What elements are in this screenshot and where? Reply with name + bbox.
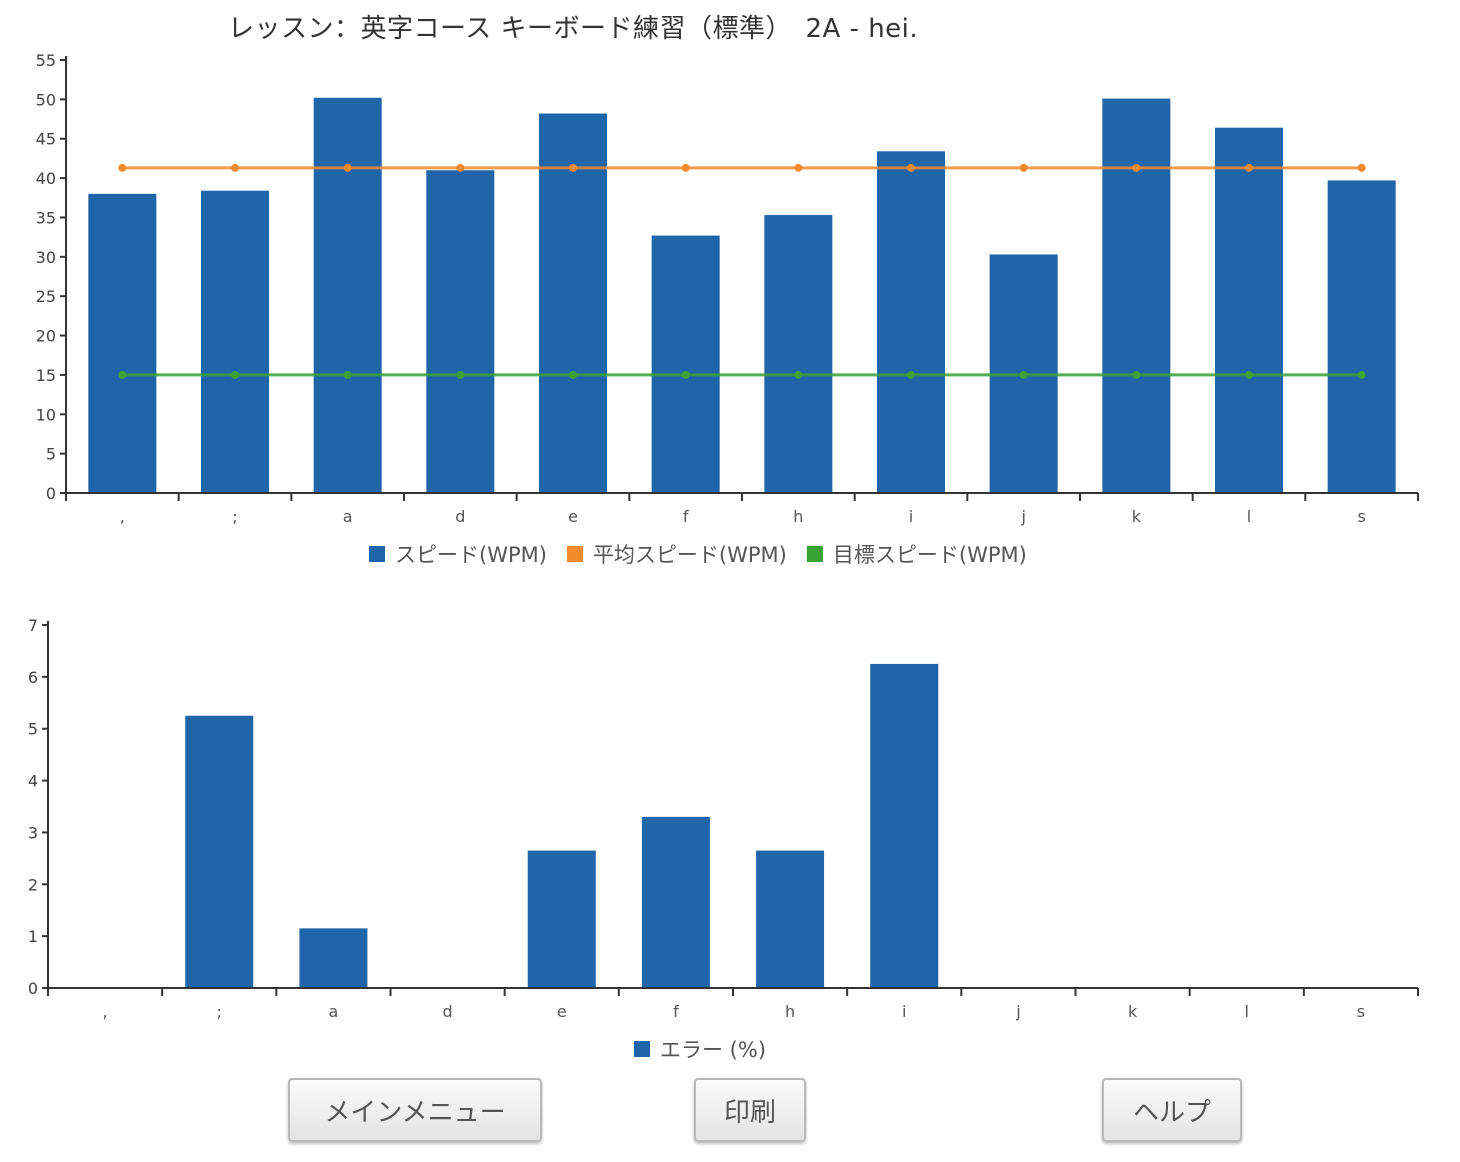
point-2-h — [794, 370, 803, 379]
x-tick-label: i — [909, 507, 913, 526]
y-tick-label: 25 — [36, 287, 56, 306]
y-tick-label: 10 — [36, 405, 56, 424]
x-tick-label: d — [455, 507, 465, 526]
x-tick-label: f — [673, 1002, 679, 1021]
legend-swatch-2 — [806, 546, 823, 562]
x-tick-label: j — [1020, 507, 1025, 526]
bar-e — [527, 850, 596, 988]
bar-s — [1327, 180, 1396, 493]
x-tick-label: l — [1245, 1002, 1249, 1021]
point-1-, — [118, 163, 127, 172]
x-tick-label: s — [1357, 507, 1365, 526]
point-2-e — [569, 370, 577, 379]
point-1-e — [569, 163, 577, 172]
legend-label-1: 平均スピード(WPM) — [593, 543, 787, 567]
print-button[interactable]: 印刷 — [694, 1078, 806, 1142]
y-tick-label: 0 — [46, 484, 56, 503]
y-tick-label: 6 — [28, 668, 38, 687]
x-tick-label: , — [103, 1002, 108, 1021]
x-tick-label: ; — [217, 1002, 222, 1021]
legend-swatch-1 — [566, 546, 583, 562]
x-tick-label: k — [1132, 507, 1142, 526]
y-tick-label: 5 — [46, 445, 56, 464]
legend-swatch-0 — [369, 546, 385, 562]
error-chart: 0 1 2 3 4 5 6 7,; a d e f h i j k l s エラー (%) — [28, 616, 1419, 1062]
point-2-k — [1132, 370, 1141, 379]
x-tick-label: s — [1357, 1002, 1365, 1021]
x-tick-label: a — [329, 1002, 339, 1021]
bar-i — [870, 663, 939, 988]
bar-f — [641, 816, 710, 988]
point-1-f — [681, 163, 690, 172]
chart-title: レッスン：英字コース キーボード練習（標準） 2A - hei. — [228, 14, 919, 44]
x-tick-label: d — [443, 1002, 453, 1021]
legend-label-0: エラー (%) — [660, 1038, 766, 1062]
bar-i — [877, 151, 945, 493]
bar-, — [88, 193, 157, 493]
y-tick-label: 30 — [36, 248, 56, 267]
point-2-l — [1245, 370, 1253, 379]
point-2-, — [118, 370, 127, 379]
y-tick-label: 7 — [28, 616, 38, 635]
y-tick-label: 50 — [36, 90, 56, 109]
help-button[interactable]: ヘルプ — [1102, 1078, 1242, 1142]
y-tick-label: 5 — [28, 720, 38, 739]
bar-h — [756, 850, 825, 988]
x-tick-label: j — [1015, 1002, 1020, 1021]
x-tick-label: l — [1247, 507, 1251, 526]
point-1-k — [1132, 163, 1141, 172]
point-2-a — [343, 370, 352, 379]
y-tick-label: 20 — [36, 327, 56, 346]
bar-e — [539, 113, 607, 493]
y-tick-label: 35 — [36, 208, 56, 227]
point-2-s — [1357, 370, 1366, 379]
x-tick-label: k — [1128, 1002, 1138, 1021]
y-tick-label: 15 — [36, 366, 56, 385]
x-tick-label: h — [793, 507, 803, 526]
x-tick-label: h — [785, 1002, 795, 1021]
point-1-l — [1245, 163, 1253, 172]
point-2-i — [907, 370, 915, 379]
main-menu-button[interactable]: メインメニュー — [288, 1078, 542, 1142]
point-1-h — [794, 163, 803, 172]
point-2-d — [456, 370, 465, 379]
bar-f — [651, 235, 720, 493]
point-1-j — [1019, 163, 1028, 172]
point-1-d — [456, 163, 465, 172]
point-2-j — [1019, 370, 1028, 379]
bar-h — [764, 215, 833, 494]
bar-d — [426, 170, 495, 493]
point-1-a — [343, 163, 352, 172]
x-tick-label: e — [557, 1002, 567, 1021]
legend-swatch-0 — [634, 1041, 650, 1057]
y-tick-label: 45 — [36, 130, 56, 149]
y-tick-label: 55 — [36, 51, 56, 70]
point-2-f — [681, 370, 690, 379]
bar-; — [185, 715, 254, 988]
legend-label-2: 目標スピード(WPM) — [833, 543, 1027, 567]
y-tick-label: 2 — [28, 875, 38, 894]
point-1-s — [1357, 163, 1366, 172]
x-tick-label: , — [120, 507, 125, 526]
bar-l — [1215, 127, 1283, 494]
x-tick-label: e — [568, 507, 578, 526]
speed-chart: 0 5 10 15 20 25 30 35 40 45 50 55,; a d e f h i j k l s スピード(W… — [36, 51, 1419, 567]
y-tick-label: 4 — [28, 772, 38, 791]
point-1-; — [231, 163, 239, 172]
y-tick-label: 40 — [36, 169, 56, 188]
y-tick-label: 1 — [28, 927, 38, 946]
point-1-i — [907, 163, 915, 172]
y-tick-label: 0 — [28, 979, 38, 998]
y-tick-label: 3 — [28, 823, 38, 842]
point-2-; — [231, 370, 239, 379]
x-tick-label: i — [902, 1002, 906, 1021]
bar-a — [299, 928, 368, 988]
x-tick-label: f — [683, 507, 689, 526]
legend-label-0: スピード(WPM) — [395, 543, 547, 567]
bar-a — [313, 97, 382, 493]
bar-; — [201, 190, 269, 494]
x-tick-label: a — [343, 507, 353, 526]
x-tick-label: ; — [232, 507, 237, 526]
